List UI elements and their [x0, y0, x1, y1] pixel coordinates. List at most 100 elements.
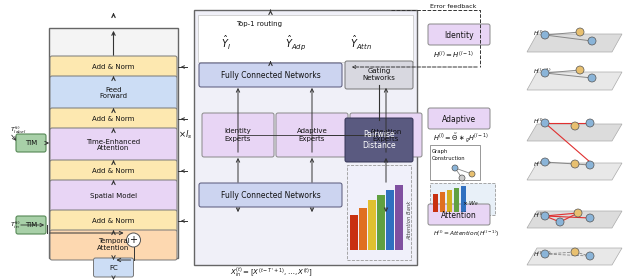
FancyBboxPatch shape [16, 134, 46, 152]
Bar [395, 185, 403, 250]
FancyBboxPatch shape [276, 113, 348, 157]
Bar [359, 208, 367, 250]
Circle shape [576, 28, 584, 36]
Text: Add & Norm: Add & Norm [92, 218, 134, 224]
Circle shape [588, 74, 596, 82]
FancyBboxPatch shape [428, 204, 490, 225]
Text: $T_{in}^{(t)}$: $T_{in}^{(t)}$ [10, 219, 21, 231]
Polygon shape [527, 211, 622, 228]
FancyBboxPatch shape [350, 113, 422, 157]
Circle shape [571, 248, 579, 256]
Text: $T_{label}^{(t)}$: $T_{label}^{(t)}$ [10, 124, 26, 136]
Text: Attention
Experts: Attention Experts [370, 129, 402, 141]
Circle shape [571, 122, 579, 130]
Text: Identity: Identity [444, 31, 474, 39]
Circle shape [469, 171, 475, 177]
Bar [447, 190, 452, 212]
Text: Identity
Experts: Identity Experts [225, 129, 252, 141]
FancyBboxPatch shape [50, 76, 177, 110]
Text: $H^{(l)}$: $H^{(l)}$ [533, 116, 544, 126]
Text: Gating
Networks: Gating Networks [363, 69, 396, 81]
Text: $\hat{Y}_{Attn}$: $\hat{Y}_{Attn}$ [350, 34, 372, 52]
FancyBboxPatch shape [50, 128, 177, 162]
Circle shape [541, 212, 549, 220]
Text: TIM: TIM [25, 140, 37, 146]
FancyBboxPatch shape [428, 24, 490, 45]
FancyBboxPatch shape [345, 61, 413, 89]
Text: FC: FC [109, 265, 118, 270]
Text: Adaptive
Experts: Adaptive Experts [296, 129, 328, 141]
Circle shape [541, 250, 549, 258]
Circle shape [541, 158, 549, 166]
FancyBboxPatch shape [345, 118, 413, 162]
Circle shape [459, 175, 465, 181]
Polygon shape [527, 72, 622, 90]
Bar [440, 192, 445, 212]
Bar [430, 145, 480, 180]
FancyBboxPatch shape [50, 230, 177, 260]
Text: $\hat{Y}_{Adp}$: $\hat{Y}_{Adp}$ [285, 34, 307, 52]
Bar [198, 15, 413, 62]
Text: $H^{(l-1)}$: $H^{(l-1)}$ [533, 159, 552, 169]
FancyBboxPatch shape [50, 210, 177, 232]
Text: $H^{(l)}$: $H^{(l)}$ [533, 210, 544, 220]
Bar [49, 28, 178, 258]
Bar [454, 188, 459, 212]
Polygon shape [527, 248, 622, 265]
Text: Fully Connected Networks: Fully Connected Networks [221, 71, 321, 80]
FancyBboxPatch shape [199, 63, 342, 87]
Text: Add & Norm: Add & Norm [92, 64, 134, 70]
FancyBboxPatch shape [50, 108, 177, 130]
FancyBboxPatch shape [50, 160, 177, 182]
Text: TIM: TIM [25, 222, 37, 228]
Text: Error feedback: Error feedback [430, 4, 476, 10]
Circle shape [541, 119, 549, 127]
Text: $H^{(l-1)}$: $H^{(l-1)}$ [533, 66, 552, 76]
Circle shape [586, 252, 594, 260]
FancyBboxPatch shape [199, 183, 342, 207]
Circle shape [571, 160, 579, 168]
Text: Time-Enhanced
Attention: Time-Enhanced Attention [86, 139, 141, 151]
Polygon shape [527, 34, 622, 52]
Bar [386, 190, 394, 250]
Text: $H^{(l)}$: $H^{(l)}$ [533, 28, 544, 38]
Text: $H^{(l)}=Attention(H^{(l-1)})$: $H^{(l)}=Attention(H^{(l-1)})$ [433, 229, 500, 239]
Circle shape [541, 31, 549, 39]
Bar [347, 165, 411, 260]
Text: Add & Norm: Add & Norm [92, 168, 134, 174]
Bar [368, 200, 376, 250]
FancyBboxPatch shape [50, 56, 177, 78]
Circle shape [574, 209, 582, 217]
Text: Fully Connected Networks: Fully Connected Networks [221, 190, 321, 199]
Text: Pairwise
Distance: Pairwise Distance [362, 130, 396, 150]
Text: $H^{(l)}=H^{(l-1)}$: $H^{(l)}=H^{(l-1)}$ [433, 49, 474, 61]
FancyBboxPatch shape [93, 258, 134, 277]
FancyBboxPatch shape [16, 216, 46, 234]
FancyBboxPatch shape [50, 180, 177, 212]
Text: +: + [129, 235, 138, 245]
Bar [461, 186, 466, 212]
Text: Attention Bank: Attention Bank [408, 200, 413, 240]
Circle shape [556, 218, 564, 226]
Text: Add & Norm: Add & Norm [92, 116, 134, 122]
Text: $\times\ W_\theta$: $\times\ W_\theta$ [462, 200, 479, 208]
Text: Temporal
Attention: Temporal Attention [97, 239, 130, 251]
Text: Adaptive: Adaptive [442, 115, 476, 123]
Circle shape [452, 165, 458, 171]
FancyBboxPatch shape [202, 113, 274, 157]
Circle shape [586, 119, 594, 127]
Circle shape [586, 161, 594, 169]
Bar [194, 10, 417, 265]
Text: $X_{in}^{(t)}=[X^{(t-T^{\prime}+1)},\ldots,X^{(t)}]$: $X_{in}^{(t)}=[X^{(t-T^{\prime}+1)},\ldo… [230, 265, 313, 279]
Circle shape [127, 233, 141, 247]
Text: $H^{(l-1)}$: $H^{(l-1)}$ [533, 249, 552, 259]
FancyBboxPatch shape [428, 108, 490, 129]
Text: $\hat{Y}_I$: $\hat{Y}_I$ [221, 34, 231, 52]
Text: Attention: Attention [441, 211, 477, 220]
Circle shape [541, 69, 549, 77]
Text: $H^{(l)}=\tilde{\Theta}\ast_g H^{(l-1)}$: $H^{(l)}=\tilde{\Theta}\ast_g H^{(l-1)}$ [433, 131, 489, 145]
Text: $\times l_s$: $\times l_s$ [178, 129, 192, 141]
Circle shape [576, 66, 584, 74]
Text: Top-1 routing: Top-1 routing [236, 21, 282, 27]
Text: Spatial Model: Spatial Model [90, 193, 137, 199]
